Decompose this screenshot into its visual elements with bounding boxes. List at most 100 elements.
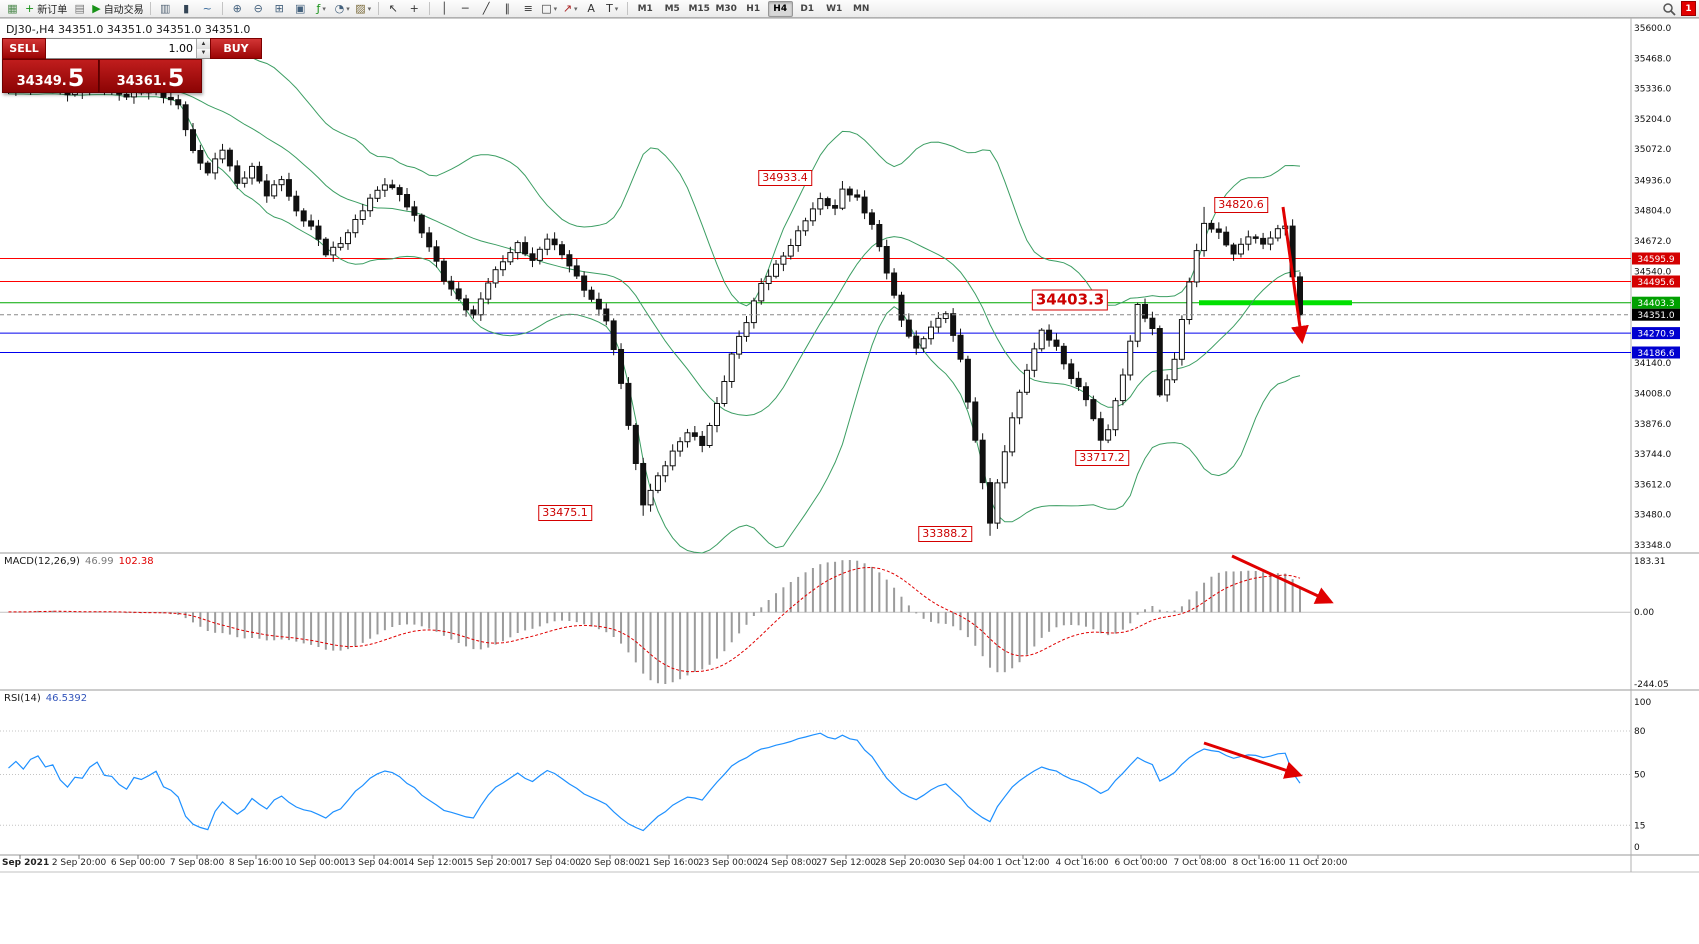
candle-body bbox=[891, 272, 898, 296]
candle-body bbox=[957, 334, 964, 360]
notification-badge[interactable]: 1 bbox=[1681, 1, 1696, 16]
horizontal-line-button[interactable]: ─ bbox=[456, 0, 475, 18]
candle-body bbox=[898, 294, 905, 321]
zoom-in-button[interactable]: ⊕ bbox=[228, 0, 247, 18]
candle-body bbox=[1164, 379, 1171, 396]
candle-body bbox=[913, 335, 920, 349]
candle-body bbox=[1127, 340, 1134, 376]
candle-body bbox=[278, 179, 285, 186]
candle-body bbox=[677, 441, 684, 452]
templates-button[interactable]: ▨ ▾ bbox=[354, 0, 373, 18]
price-label-annotation[interactable]: 33717.2 bbox=[1075, 450, 1129, 466]
candle-body bbox=[1016, 391, 1023, 419]
zoom-out-button[interactable]: ⊖ bbox=[249, 0, 268, 18]
lot-size-box: ▲ ▼ bbox=[46, 38, 210, 59]
arrange-windows-button[interactable]: ▣ bbox=[291, 0, 310, 18]
timeframe-button-m15[interactable]: M15 bbox=[688, 3, 710, 14]
timeframe-button-h1[interactable]: H1 bbox=[746, 3, 761, 14]
price-tag-label: 34595.9 bbox=[1637, 255, 1674, 265]
label-button[interactable]: T ▾ bbox=[603, 0, 622, 18]
line-chart-button[interactable]: ~ bbox=[198, 0, 217, 18]
timeframe-button-h4[interactable]: H4 bbox=[767, 0, 793, 17]
timeframe-button-w1[interactable]: W1 bbox=[826, 3, 843, 14]
price-label-annotation[interactable]: 33388.2 bbox=[918, 526, 972, 542]
timeframe-button-m1[interactable]: M1 bbox=[637, 3, 653, 14]
candle-body bbox=[964, 358, 971, 403]
timeframe-button-d1[interactable]: D1 bbox=[800, 3, 815, 14]
fibonacci-button[interactable]: ≡ bbox=[519, 0, 538, 18]
periods-button-icon: ◔ bbox=[334, 1, 345, 15]
auto-trading-button[interactable]: ▶ 自动交易 bbox=[91, 0, 144, 18]
candle-body bbox=[950, 313, 957, 336]
lot-size-input[interactable] bbox=[46, 39, 196, 58]
trendline-button[interactable]: ╱ bbox=[477, 0, 496, 18]
candle-body bbox=[448, 280, 455, 290]
chart-window-icon[interactable]: ▦ bbox=[3, 0, 22, 18]
periods-button[interactable]: ◔ ▾ bbox=[333, 0, 352, 18]
price-label-annotation[interactable]: 34820.6 bbox=[1214, 197, 1268, 213]
price-label-annotation[interactable]: 33475.1 bbox=[538, 505, 592, 521]
bollinger-band-upper bbox=[8, 51, 1301, 307]
candle-body bbox=[226, 149, 233, 167]
indicators-button[interactable]: ƒ ▾ bbox=[312, 0, 331, 18]
candle-body bbox=[433, 246, 440, 262]
candle-body bbox=[765, 275, 772, 284]
time-axis-label: 2 Sep 20:00 bbox=[51, 858, 107, 868]
trend-arrow-annotation[interactable] bbox=[1281, 206, 1309, 344]
candle-body bbox=[359, 210, 366, 221]
templates-button-icon: ▨ bbox=[355, 1, 366, 15]
candle-body bbox=[1075, 377, 1082, 388]
bar-chart-button[interactable]: ▥ bbox=[156, 0, 175, 18]
time-axis-label: 13 Sep 04:00 bbox=[343, 858, 405, 868]
price-axis-label: 33876.0 bbox=[1634, 420, 1671, 430]
candle-body bbox=[1023, 369, 1030, 393]
price-label-annotation[interactable]: 34933.4 bbox=[758, 170, 812, 186]
tile-windows-button-icon: ⊞ bbox=[274, 1, 284, 15]
price-axis-label: 34672.0 bbox=[1634, 237, 1671, 247]
buy-button[interactable]: BUY bbox=[210, 38, 262, 59]
channel-button[interactable]: ∥ bbox=[498, 0, 517, 18]
vertical-line-button[interactable]: │ bbox=[435, 0, 454, 18]
buy-price-display[interactable]: 34361. 5 bbox=[99, 59, 202, 93]
price-label-annotation[interactable]: 34403.3 bbox=[1031, 289, 1109, 311]
time-axis-label: 27 Sep 12:00 bbox=[815, 858, 877, 868]
candle-body bbox=[1274, 228, 1281, 239]
candle-body bbox=[352, 219, 359, 234]
dropdown-caret-icon: ▾ bbox=[553, 4, 558, 13]
text-button[interactable]: A bbox=[582, 0, 601, 18]
rsi-axis-label: 50 bbox=[1634, 771, 1646, 781]
tile-windows-button[interactable]: ⊞ bbox=[270, 0, 289, 18]
trend-arrow-annotation[interactable] bbox=[1231, 554, 1334, 604]
candle-body bbox=[440, 260, 447, 282]
shapes-button[interactable]: □ ▾ bbox=[540, 0, 559, 18]
macd-signal-value: 102.38 bbox=[118, 556, 154, 567]
lot-increase-button[interactable]: ▲ bbox=[197, 39, 210, 49]
candlestick-chart-button-icon: ▮ bbox=[183, 1, 190, 15]
chart-profiles-icon[interactable]: ▤ bbox=[70, 0, 89, 18]
candle-body bbox=[809, 208, 816, 222]
trend-arrow-annotation[interactable] bbox=[1203, 741, 1303, 779]
lot-decrease-button[interactable]: ▼ bbox=[197, 48, 210, 58]
candle-body bbox=[330, 246, 337, 256]
candle-body bbox=[573, 265, 580, 277]
macd-histogram bbox=[7, 560, 1301, 684]
candle-body bbox=[1046, 329, 1053, 341]
sell-price-big-digit: 5 bbox=[67, 64, 85, 92]
timeframe-button-m30[interactable]: M30 bbox=[715, 3, 737, 14]
timeframe-button-m5[interactable]: M5 bbox=[664, 3, 680, 14]
sell-price-display[interactable]: 34349. 5 bbox=[2, 59, 99, 93]
arrows-button[interactable]: ↗ ▾ bbox=[561, 0, 580, 18]
candle-body bbox=[824, 198, 831, 207]
candlestick-chart-button[interactable]: ▮ bbox=[177, 0, 196, 18]
time-axis-label: 4 Oct 16:00 bbox=[1055, 858, 1109, 868]
crosshair-button[interactable]: + bbox=[405, 0, 424, 18]
new-order-button[interactable]: + 新订单 bbox=[24, 0, 68, 18]
candle-body bbox=[492, 269, 499, 284]
sell-button[interactable]: SELL bbox=[2, 38, 46, 59]
search-icon[interactable] bbox=[1662, 2, 1676, 16]
cursor-button[interactable]: ↖ bbox=[384, 0, 403, 18]
dropdown-caret-icon: ▾ bbox=[574, 4, 578, 13]
timeframe-button-mn[interactable]: MN bbox=[852, 3, 870, 14]
